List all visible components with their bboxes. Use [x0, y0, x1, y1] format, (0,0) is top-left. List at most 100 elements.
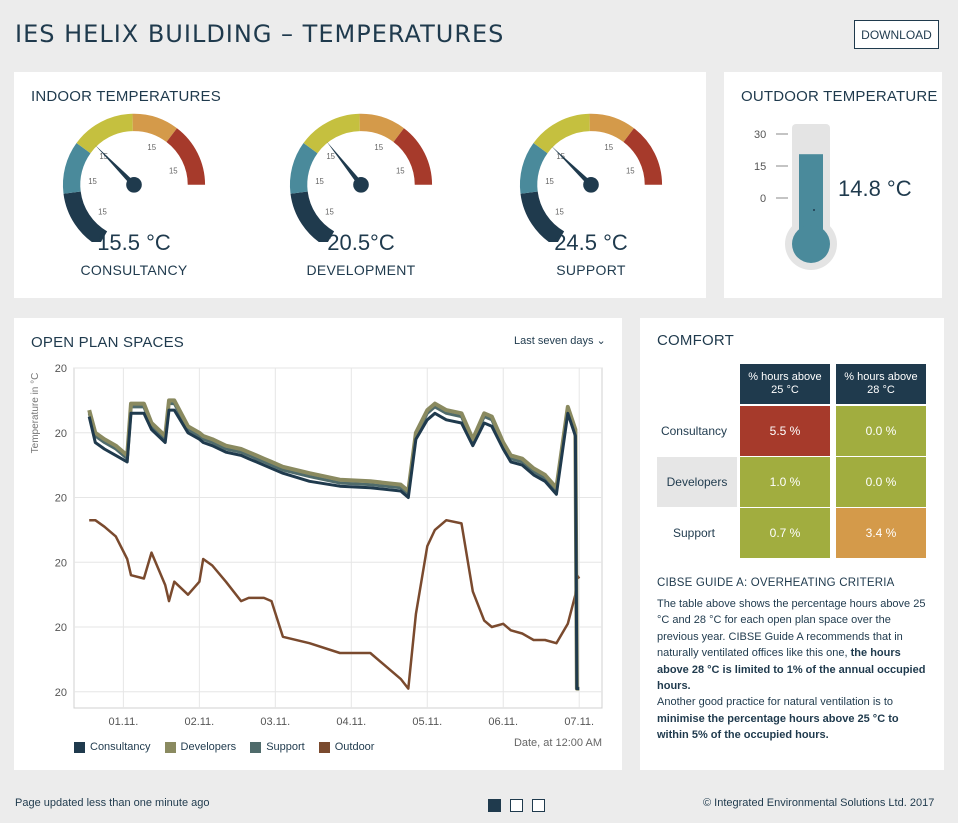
gauge-segment — [520, 191, 565, 242]
gauge-dial: 15 15 15 15 15 — [519, 113, 663, 242]
gauge-segment — [533, 113, 590, 154]
gauge-tick-label: 15 — [374, 143, 383, 152]
gauge-tick-label: 15 — [315, 177, 324, 186]
comfort-cell: 1.0 % — [740, 457, 830, 507]
gauge-value: 24.5 °C — [554, 230, 628, 255]
download-button[interactable]: DOWNLOAD — [854, 20, 939, 49]
criteria-paragraph-1: The table above shows the percentage hou… — [657, 598, 926, 660]
gauge-tick-label: 15 — [147, 143, 156, 152]
gauge-segment — [63, 191, 108, 242]
comfort-row-label: Developers — [657, 457, 737, 507]
page-dot-3[interactable] — [532, 799, 545, 812]
date-range-select[interactable]: Last seven days ⌄ — [514, 335, 606, 347]
legend-item-developers[interactable]: Developers — [164, 741, 237, 753]
gauge-tick-label: 15 — [88, 177, 97, 186]
open-plan-spaces-card: OPEN PLAN SPACES Last seven days ⌄ 01.11… — [14, 318, 622, 770]
gauge-hub — [126, 177, 142, 193]
gauge-dial: 15 15 15 15 15 — [289, 113, 433, 242]
comfort-row-label: Support — [672, 526, 716, 540]
comfort-cell: 5.5 % — [740, 406, 830, 456]
y-axis-title: Temperature in °C — [30, 373, 41, 454]
thermometer-icon: 30 15 0 — [754, 124, 837, 270]
criteria-title: CIBSE GUIDE A: OVERHEATING CRITERIA — [657, 577, 895, 589]
page-indicator — [488, 799, 545, 812]
plot-area — [73, 367, 603, 709]
comfort-cell: 0.0 % — [836, 457, 926, 507]
gauge-needle — [326, 141, 364, 187]
gauge-support: 15 15 15 15 15 24.5 °C SUPPORT — [506, 112, 676, 292]
x-tick-label: 04.11. — [336, 716, 366, 728]
gauge-segment — [166, 128, 206, 185]
gauge-tick-label: 15 — [326, 152, 335, 161]
series-line-consultancy — [87, 408, 580, 691]
x-tick-label: 07.11. — [564, 716, 594, 728]
y-tick-label: 20 — [55, 622, 67, 634]
gauge-label: SUPPORT — [556, 262, 626, 278]
comfort-card: COMFORT % hours above 25 °C % hours abov… — [640, 318, 944, 770]
comfort-cell: 0.7 % — [740, 508, 830, 558]
legend-item-outdoor[interactable]: Outdoor — [318, 741, 374, 753]
legend-item-consultancy[interactable]: Consultancy — [74, 741, 151, 753]
x-axis-title: Date, at 12:00 AM — [514, 737, 602, 749]
y-tick-label: 20 — [55, 493, 67, 505]
gauge-tick-label: 15 — [325, 208, 334, 217]
page-dot-2[interactable] — [510, 799, 523, 812]
x-tick-label: 02.11. — [184, 716, 214, 728]
criteria-paragraph-2-bold: minimise the percentage hours above 25 °… — [657, 712, 899, 742]
x-tick-label: 05.11. — [412, 716, 442, 728]
gauge-dial: 15 15 15 15 15 — [62, 113, 206, 242]
criteria-text: The table above shows the percentage hou… — [657, 596, 929, 744]
gauge-tick-label: 15 — [98, 208, 107, 217]
gauge-segment — [589, 113, 634, 142]
comfort-row-label: Consultancy — [660, 424, 728, 438]
page-title: IES HELIX BUILDING – TEMPERATURES — [15, 20, 505, 48]
gauge-segment — [393, 128, 433, 185]
indoor-temperatures-title: INDOOR TEMPERATURES — [31, 88, 221, 105]
gauge-segment — [290, 191, 335, 242]
page-dot-1[interactable] — [488, 799, 501, 812]
thermo-scale-label: 0 — [760, 193, 766, 205]
gauge-tick-label: 15 — [626, 167, 635, 176]
gauge-segment — [359, 113, 404, 142]
comfort-title: COMFORT — [657, 332, 734, 349]
outdoor-temperature-card: OUTDOOR TEMPERATURE 30 15 0 14.8 °C — [724, 72, 942, 298]
gauge-segment — [289, 143, 318, 194]
legend-label: Developers — [180, 741, 237, 753]
x-tick-label: 06.11. — [488, 716, 518, 728]
copyright: © Integrated Environmental Solutions Ltd… — [703, 797, 935, 809]
legend-swatch — [250, 741, 262, 753]
x-tick-label: 03.11. — [260, 716, 290, 728]
legend-swatch — [74, 741, 85, 753]
gauge-needle — [95, 145, 136, 187]
gauge-tick-label: 15 — [396, 167, 405, 176]
gauge-label: DEVELOPMENT — [306, 262, 416, 278]
legend-item-support[interactable]: Support — [250, 741, 305, 753]
gauge-hub — [353, 177, 369, 193]
gauge-segment — [76, 113, 133, 154]
comfort-cell: 3.4 % — [836, 508, 926, 558]
series-line-outdoor — [89, 518, 581, 690]
gauge-segment — [303, 113, 360, 154]
y-tick-label: 20 — [55, 557, 67, 569]
gauge-tick-label: 15 — [169, 167, 178, 176]
gauge-tick-label: 15 — [555, 208, 564, 217]
page-updated-status: Page updated less than one minute ago — [15, 797, 210, 809]
comfort-header: % hours above 25 °C — [740, 364, 830, 404]
gauge-development: 15 15 15 15 15 20.5°C DEVELOPMENT — [276, 112, 446, 292]
gauge-tick-label: 15 — [556, 152, 565, 161]
y-tick-label: 20 — [55, 687, 67, 699]
x-tick-label: 01.11. — [108, 716, 138, 728]
thermo-scale-label: 30 — [754, 129, 766, 141]
gauge-segment — [132, 113, 177, 142]
legend-swatch — [164, 741, 176, 753]
criteria-paragraph-2: Another good practice for natural ventil… — [657, 696, 894, 709]
legend-label: Consultancy — [90, 741, 151, 753]
comfort-header: % hours above 28 °C — [836, 364, 926, 404]
series-line-support — [87, 402, 580, 691]
gauge-segment — [519, 143, 548, 194]
y-tick-label: 20 — [55, 428, 67, 440]
temperature-line-chart: 01.11. 02.11. 03.11. 04.11. 05.11. 06.11. 07.1… — [30, 363, 603, 749]
gauge-tick-label: 15 — [545, 177, 554, 186]
legend-swatch — [318, 741, 330, 753]
gauge-tick-label: 15 — [604, 143, 613, 152]
